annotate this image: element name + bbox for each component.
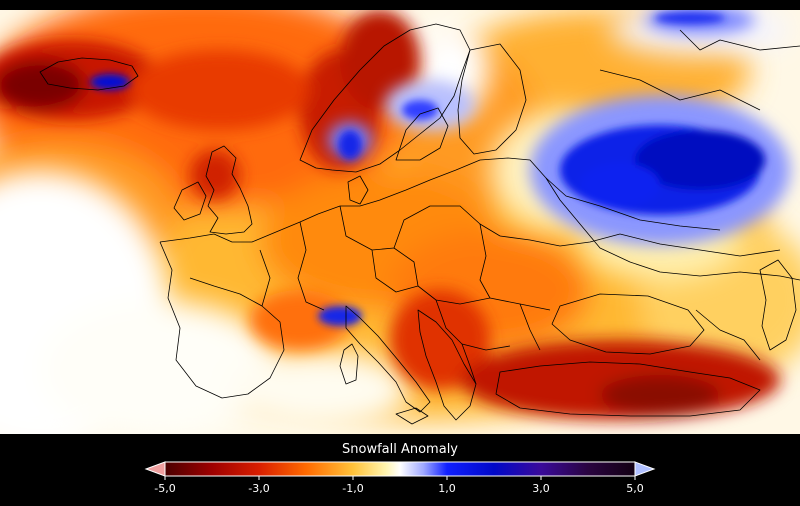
colorbar-tick-label: -1,0 xyxy=(342,482,364,495)
legend-title: Snowfall Anomaly xyxy=(342,442,458,457)
map-svg xyxy=(0,10,800,434)
legend-panel: Snowfall Anomaly -5,0 -3,0 -1,0 1,0 3,0 5,0 xyxy=(0,434,800,506)
coastline-borders xyxy=(39,23,800,425)
colorbar-under-arrow xyxy=(144,461,166,477)
top-border xyxy=(0,0,800,10)
colorbar-gradient xyxy=(164,461,636,477)
colorbar-tick-label: -5,0 xyxy=(154,482,176,495)
snowfall-anomaly-map xyxy=(0,10,800,434)
colorbar-tick-label: -3,0 xyxy=(248,482,270,495)
colorbar-tick-label: 1,0 xyxy=(438,482,456,495)
colorbar-tick-label: 3,0 xyxy=(532,482,550,495)
colorbar-over-arrow xyxy=(634,461,656,477)
colorbar-tick-label: 5,0 xyxy=(626,482,644,495)
colorbar xyxy=(144,461,656,480)
colorbar-ticks xyxy=(164,476,636,480)
